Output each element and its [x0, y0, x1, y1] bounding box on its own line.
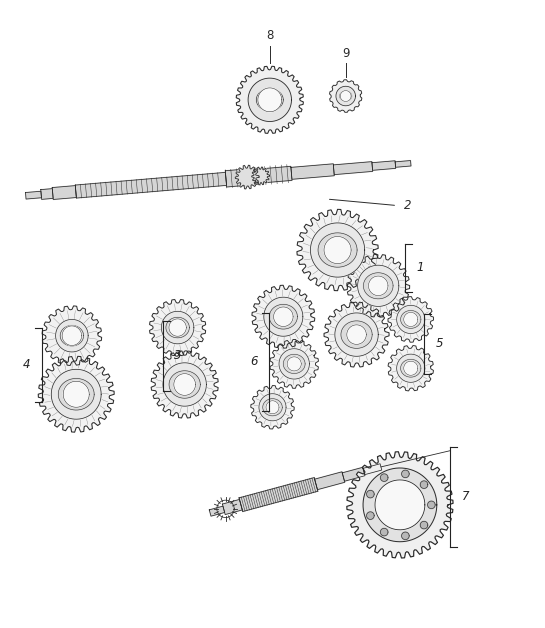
- Polygon shape: [375, 480, 425, 530]
- Polygon shape: [380, 528, 388, 536]
- Polygon shape: [340, 91, 352, 101]
- Polygon shape: [75, 173, 227, 198]
- Polygon shape: [335, 313, 378, 356]
- Polygon shape: [404, 361, 418, 376]
- Polygon shape: [401, 359, 421, 377]
- Polygon shape: [258, 88, 282, 112]
- Polygon shape: [252, 285, 315, 348]
- Polygon shape: [62, 326, 82, 345]
- Polygon shape: [63, 381, 89, 408]
- Polygon shape: [342, 467, 365, 481]
- Polygon shape: [266, 401, 279, 414]
- Polygon shape: [420, 481, 428, 489]
- Polygon shape: [347, 254, 410, 317]
- Polygon shape: [340, 90, 351, 102]
- Polygon shape: [60, 325, 83, 346]
- Polygon shape: [151, 351, 218, 418]
- Polygon shape: [274, 307, 293, 327]
- Polygon shape: [388, 345, 433, 391]
- Polygon shape: [256, 89, 283, 111]
- Text: 3: 3: [174, 349, 182, 362]
- Polygon shape: [163, 363, 207, 406]
- Polygon shape: [56, 320, 88, 352]
- Polygon shape: [259, 394, 286, 421]
- Polygon shape: [364, 273, 393, 299]
- Polygon shape: [51, 369, 101, 420]
- Polygon shape: [397, 354, 425, 382]
- Text: 1: 1: [417, 261, 424, 274]
- Polygon shape: [270, 340, 318, 388]
- Polygon shape: [372, 161, 396, 170]
- Polygon shape: [341, 321, 372, 349]
- Polygon shape: [420, 521, 428, 529]
- Text: 5: 5: [435, 337, 443, 350]
- Polygon shape: [428, 501, 435, 509]
- Polygon shape: [404, 312, 418, 327]
- Polygon shape: [236, 67, 304, 133]
- Polygon shape: [248, 78, 292, 121]
- Polygon shape: [334, 161, 373, 175]
- Polygon shape: [209, 506, 225, 516]
- Polygon shape: [174, 374, 196, 396]
- Polygon shape: [41, 188, 53, 199]
- Polygon shape: [52, 186, 76, 200]
- Polygon shape: [363, 463, 382, 475]
- Polygon shape: [291, 164, 334, 179]
- Polygon shape: [368, 276, 388, 296]
- Polygon shape: [401, 310, 421, 328]
- Text: 6: 6: [250, 355, 257, 368]
- Polygon shape: [38, 356, 114, 432]
- Polygon shape: [252, 167, 270, 185]
- Polygon shape: [297, 209, 378, 291]
- Polygon shape: [318, 233, 357, 267]
- Polygon shape: [358, 265, 399, 306]
- Polygon shape: [336, 86, 355, 106]
- Polygon shape: [311, 223, 365, 277]
- Text: 9: 9: [342, 47, 349, 60]
- Polygon shape: [161, 311, 194, 344]
- Polygon shape: [269, 305, 298, 329]
- Text: 4: 4: [23, 359, 31, 372]
- Polygon shape: [367, 490, 374, 498]
- Polygon shape: [388, 296, 433, 342]
- Polygon shape: [363, 468, 437, 542]
- Polygon shape: [58, 379, 94, 410]
- Polygon shape: [251, 386, 294, 429]
- Polygon shape: [330, 80, 362, 112]
- Polygon shape: [347, 325, 366, 344]
- Polygon shape: [256, 166, 292, 183]
- Polygon shape: [314, 472, 345, 490]
- Polygon shape: [367, 512, 374, 519]
- Polygon shape: [380, 474, 388, 482]
- Polygon shape: [235, 165, 259, 189]
- Polygon shape: [395, 161, 411, 167]
- Polygon shape: [166, 317, 189, 338]
- Text: 7: 7: [462, 490, 469, 503]
- Polygon shape: [222, 499, 243, 514]
- Polygon shape: [264, 297, 303, 336]
- Text: 2: 2: [404, 199, 411, 212]
- Polygon shape: [283, 354, 305, 374]
- Text: 8: 8: [266, 30, 274, 42]
- Polygon shape: [239, 478, 318, 511]
- Polygon shape: [26, 192, 41, 199]
- Polygon shape: [169, 371, 200, 398]
- Polygon shape: [279, 349, 310, 379]
- Polygon shape: [263, 399, 282, 416]
- Polygon shape: [287, 357, 301, 371]
- Polygon shape: [402, 470, 409, 478]
- Polygon shape: [397, 305, 425, 333]
- Polygon shape: [324, 237, 351, 264]
- Polygon shape: [149, 300, 205, 355]
- Polygon shape: [324, 302, 389, 367]
- Polygon shape: [42, 306, 102, 365]
- Polygon shape: [169, 319, 186, 336]
- Polygon shape: [225, 168, 257, 187]
- Polygon shape: [402, 532, 409, 539]
- Polygon shape: [347, 452, 453, 558]
